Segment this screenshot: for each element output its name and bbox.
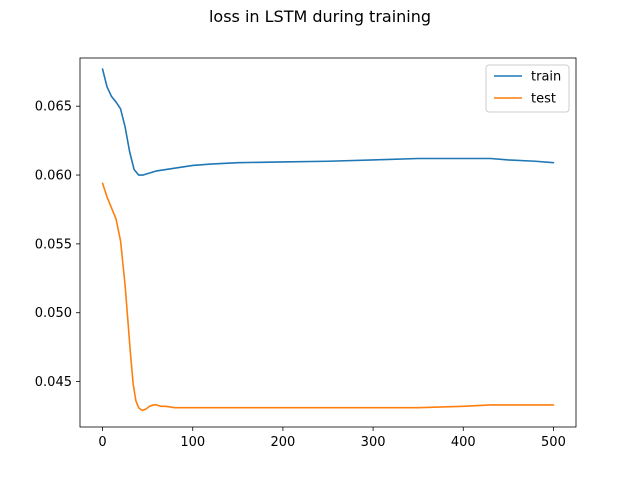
plot-area (79, 57, 577, 428)
x-tick-label: 300 (361, 435, 386, 450)
y-tick-label: 0.050 (35, 306, 72, 321)
x-tick-label: 500 (541, 435, 566, 450)
x-tick-label: 400 (451, 435, 476, 450)
y-tick-label: 0.045 (35, 375, 72, 390)
legend-label-test: test (531, 92, 556, 107)
series-layer (101, 68, 555, 412)
x-axis-ticks: 0 100 200 300 400 500 (98, 427, 566, 450)
legend: train test (485, 64, 570, 113)
y-tick-label: 0.065 (35, 100, 72, 115)
series-line-test (101, 182, 555, 412)
x-tick-label: 100 (180, 435, 205, 450)
y-axis-ticks: 0.045 0.050 0.055 0.060 0.065 (35, 100, 80, 390)
y-tick-label: 0.055 (35, 237, 72, 252)
axes-frame (79, 57, 577, 428)
x-tick-label: 0 (98, 435, 106, 450)
legend-label-train: train (531, 70, 561, 85)
series-line-train (101, 68, 555, 176)
chart-title: loss in LSTM during training (209, 7, 431, 26)
y-tick-label: 0.060 (35, 169, 72, 184)
x-tick-label: 200 (270, 435, 295, 450)
